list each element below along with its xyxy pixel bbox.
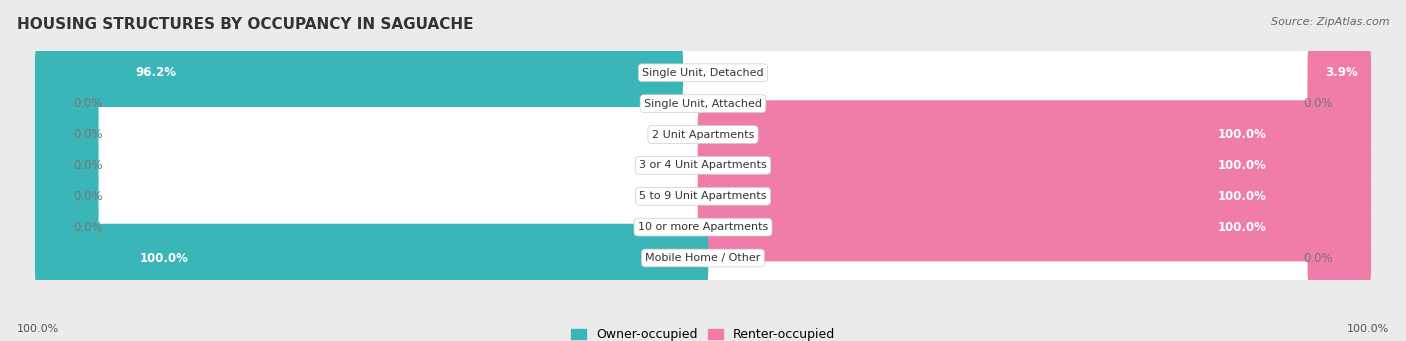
FancyBboxPatch shape — [35, 162, 98, 231]
Text: 96.2%: 96.2% — [136, 66, 177, 79]
Text: Single Unit, Attached: Single Unit, Attached — [644, 99, 762, 109]
FancyBboxPatch shape — [35, 100, 98, 169]
Text: HOUSING STRUCTURES BY OCCUPANCY IN SAGUACHE: HOUSING STRUCTURES BY OCCUPANCY IN SAGUA… — [17, 17, 474, 32]
Text: 0.0%: 0.0% — [73, 128, 103, 141]
Text: 5 to 9 Unit Apartments: 5 to 9 Unit Apartments — [640, 191, 766, 201]
FancyBboxPatch shape — [35, 162, 1371, 231]
FancyBboxPatch shape — [35, 224, 1371, 292]
FancyBboxPatch shape — [35, 69, 1371, 138]
Text: 10 or more Apartments: 10 or more Apartments — [638, 222, 768, 232]
FancyBboxPatch shape — [35, 224, 709, 292]
FancyBboxPatch shape — [697, 162, 1371, 231]
FancyBboxPatch shape — [35, 39, 1371, 107]
Text: 2 Unit Apartments: 2 Unit Apartments — [652, 130, 754, 139]
Text: 100.0%: 100.0% — [1218, 190, 1267, 203]
Text: 0.0%: 0.0% — [73, 221, 103, 234]
FancyBboxPatch shape — [35, 69, 98, 138]
FancyBboxPatch shape — [35, 131, 98, 200]
Text: 100.0%: 100.0% — [1218, 128, 1267, 141]
Text: Source: ZipAtlas.com: Source: ZipAtlas.com — [1271, 17, 1389, 27]
FancyBboxPatch shape — [697, 193, 1371, 262]
Text: 3 or 4 Unit Apartments: 3 or 4 Unit Apartments — [640, 160, 766, 170]
Text: 100.0%: 100.0% — [1218, 221, 1267, 234]
Text: 0.0%: 0.0% — [73, 190, 103, 203]
FancyBboxPatch shape — [35, 100, 1371, 169]
FancyBboxPatch shape — [35, 193, 1371, 262]
Text: 0.0%: 0.0% — [1303, 252, 1333, 265]
FancyBboxPatch shape — [697, 131, 1371, 200]
Text: 0.0%: 0.0% — [73, 159, 103, 172]
Text: Mobile Home / Other: Mobile Home / Other — [645, 253, 761, 263]
Legend: Owner-occupied, Renter-occupied: Owner-occupied, Renter-occupied — [567, 324, 839, 341]
Text: 100.0%: 100.0% — [1347, 324, 1389, 334]
Text: Single Unit, Detached: Single Unit, Detached — [643, 68, 763, 78]
Text: 3.9%: 3.9% — [1324, 66, 1358, 79]
Text: 0.0%: 0.0% — [1303, 97, 1333, 110]
Text: 100.0%: 100.0% — [1218, 159, 1267, 172]
FancyBboxPatch shape — [697, 100, 1371, 169]
FancyBboxPatch shape — [35, 193, 98, 262]
FancyBboxPatch shape — [35, 39, 683, 107]
FancyBboxPatch shape — [1308, 224, 1371, 292]
Text: 100.0%: 100.0% — [17, 324, 59, 334]
FancyBboxPatch shape — [1308, 39, 1371, 107]
FancyBboxPatch shape — [35, 131, 1371, 200]
Text: 0.0%: 0.0% — [73, 97, 103, 110]
FancyBboxPatch shape — [1308, 69, 1371, 138]
Text: 100.0%: 100.0% — [139, 252, 188, 265]
